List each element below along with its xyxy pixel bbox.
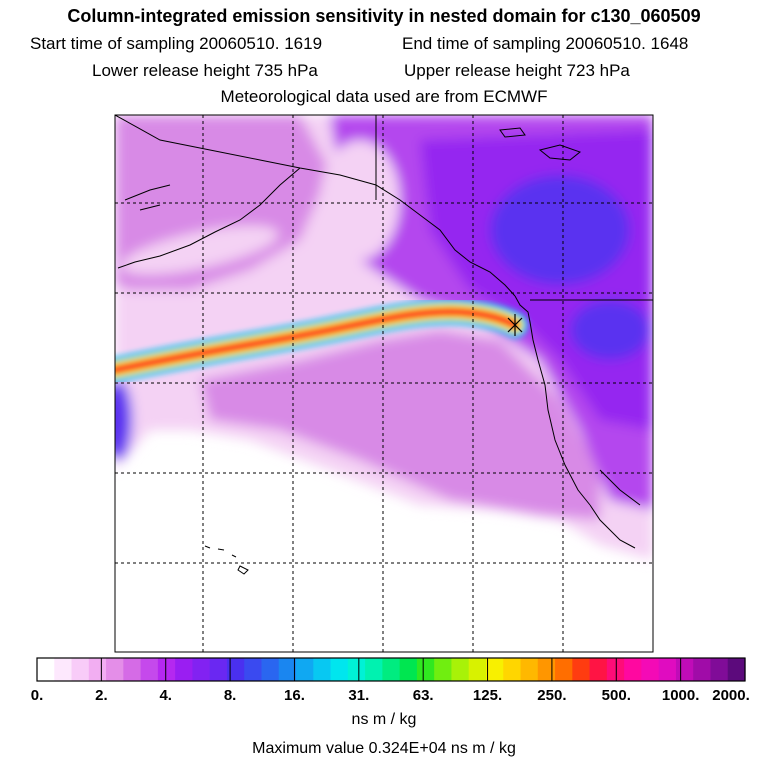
islands-north [499, 127, 582, 161]
colorbar-swatch [313, 658, 332, 681]
coast-california [589, 504, 636, 549]
colorbar-swatch [727, 658, 746, 681]
colorbar-frame [36, 657, 746, 682]
colorbar [37, 658, 746, 681]
colorbar-tick-label: 250. [537, 687, 567, 704]
colorbar-swatch [175, 658, 194, 681]
coast-alaska-peninsula [117, 167, 301, 269]
colorbar-swatch [330, 658, 349, 681]
colorbar-swatch [106, 658, 124, 681]
maximum-value-label: Maximum value 0.324E+04 ns m / kg [252, 740, 516, 757]
colorbar-swatch [140, 658, 159, 681]
colorbar-swatch [54, 658, 73, 681]
colorbar-tick-label: 4. [159, 687, 172, 704]
field-blue-west [115, 380, 132, 460]
coastlines [115, 115, 653, 575]
colorbar-tick-label: 16. [284, 687, 305, 704]
islands-aleutian [124, 184, 171, 211]
colorbar-swatch [123, 658, 142, 681]
colorbar-tick-label: 500. [601, 687, 631, 704]
colorbar-tick-label: 8. [223, 687, 237, 704]
release-point-marker [507, 314, 523, 336]
colorbar-swatch [347, 658, 366, 681]
colorbar-swatch [192, 658, 211, 681]
colorbar-swatch [365, 658, 383, 681]
colorbar-swatch [710, 658, 729, 681]
start-time-label: Start time of sampling 20060510. 1619 [30, 34, 323, 53]
colorbar-swatch [226, 658, 245, 681]
field-light-streak-2 [320, 140, 400, 260]
colorbar-swatch [451, 658, 470, 681]
colorbar-swatch [244, 658, 263, 681]
colorbar-swatch [296, 658, 314, 681]
field-light-streak-1 [121, 225, 279, 275]
colorbar-tick-label: 2. [95, 687, 108, 704]
map-field [115, 115, 653, 652]
colorbar-swatch [675, 658, 694, 681]
map-title: Column-integrated emission sensitivity i… [67, 6, 701, 26]
colorbar-tick-label: 63. [412, 687, 434, 704]
end-time-label: End time of sampling 20060510. 1648 [402, 34, 689, 53]
coast-bc [514, 295, 591, 506]
colorbar-swatch [503, 658, 522, 681]
colorbar-swatch [416, 658, 435, 681]
lower-release-label: Lower release height 735 hPa [92, 61, 318, 80]
islands-hawaii [204, 545, 249, 575]
field-blue-north [490, 175, 630, 285]
colorbar-swatch [624, 658, 642, 681]
colorbar-tick-label: 2000. [712, 687, 750, 704]
colorbar-swatch [434, 658, 453, 681]
upper-release-label: Upper release height 723 hPa [404, 61, 630, 80]
colorbar-swatch [278, 658, 297, 681]
colorbar-swatch [589, 658, 608, 681]
colorbar-swatch [485, 658, 504, 681]
colorbar-swatch [520, 658, 539, 681]
map-frame [114, 114, 654, 653]
plume [115, 298, 528, 383]
coast-inland-border [375, 115, 653, 506]
colorbar-swatch [537, 658, 556, 681]
coast-alaska [115, 115, 516, 297]
colorbar-swatch [468, 658, 487, 681]
colorbar-swatch [641, 658, 660, 681]
field-blue-coast [570, 300, 650, 360]
colorbar-swatch [261, 658, 280, 681]
met-data-label: Meteorological data used are from ECMWF [220, 87, 548, 106]
colorbar-swatch [209, 658, 228, 681]
colorbar-swatch [658, 658, 677, 681]
colorbar-units: ns m / kg [351, 711, 417, 728]
colorbar-swatch [382, 658, 401, 681]
colorbar-swatch [693, 658, 712, 681]
colorbar-swatch [555, 658, 573, 681]
colorbar-swatch [157, 658, 176, 681]
colorbar-tick-label: 125. [472, 687, 503, 704]
colorbar-swatch [37, 658, 55, 681]
colorbar-swatch [572, 658, 591, 681]
plume-core [115, 307, 519, 374]
colorbar-swatch [88, 658, 107, 681]
colorbar-tick-label: 0. [30, 687, 44, 704]
colorbar-tick-label: 31. [348, 687, 370, 704]
colorbar-swatch [399, 658, 418, 681]
colorbar-tick-label: 1000. [661, 687, 700, 704]
colorbar-swatch [71, 658, 90, 681]
